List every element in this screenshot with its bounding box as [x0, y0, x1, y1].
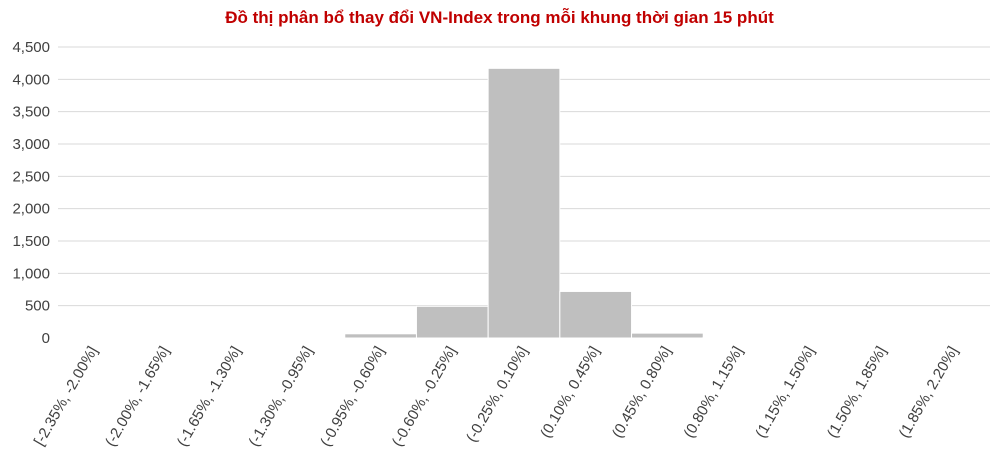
y-tick-label: 4,000	[12, 71, 50, 88]
y-tick-label: 2,500	[12, 168, 50, 185]
x-tick-label: (0.10%, 0.45%]	[537, 344, 603, 441]
histogram-bar	[559, 290, 633, 339]
x-tick-label: [-2.35%, -2.00%]	[31, 344, 102, 449]
x-tick-label: (0.45%, 0.80%]	[609, 344, 675, 441]
x-tick-label: (-0.60%, -0.25%]	[389, 344, 460, 450]
histogram-bar	[272, 336, 346, 339]
y-tick-label: 1,500	[12, 233, 50, 250]
y-axis-ticks: 0 500 1,000 1,500 2,000 2,500 3,000 3,500 4,000 4…	[12, 39, 50, 347]
histogram-bar	[415, 305, 489, 339]
y-tick-label: 1,000	[12, 265, 50, 282]
x-tick-label: (1.85%, 2.20%]	[896, 343, 962, 440]
x-tick-label: (0.80%, 1.15%]	[681, 344, 747, 441]
histogram-bar	[487, 67, 561, 339]
y-tick-label: 0	[42, 330, 50, 347]
histogram-bar	[702, 336, 776, 339]
y-tick-label: 3,000	[12, 136, 50, 153]
y-tick-label: 3,500	[12, 104, 50, 121]
x-tick-label: (1.50%, 1.85%]	[824, 344, 890, 441]
bars	[57, 67, 991, 339]
x-tick-label: (-1.30%, -0.95%]	[245, 344, 316, 450]
x-tick-label: (-0.95%, -0.60%]	[317, 344, 388, 450]
x-tick-label: (-1.65%, -1.30%]	[174, 344, 245, 450]
x-tick-label: (1.15%, 1.50%]	[752, 344, 818, 441]
histogram-bar	[344, 333, 417, 339]
y-tick-label: 500	[25, 298, 50, 315]
y-tick-label: 4,500	[12, 39, 50, 56]
x-axis-ticks: [-2.35%, -2.00%] (-2.00%, -1.65%] (-1.65%,…	[31, 343, 962, 449]
histogram-bar	[631, 332, 704, 339]
x-tick-label: (-0.25%, 0.10%]	[463, 344, 532, 446]
chart-title: Đồ thị phân bổ thay đổi VN-Index trong m…	[225, 8, 774, 27]
x-tick-label: (-2.00%, -1.65%]	[102, 344, 173, 450]
y-tick-label: 2,000	[12, 201, 50, 218]
